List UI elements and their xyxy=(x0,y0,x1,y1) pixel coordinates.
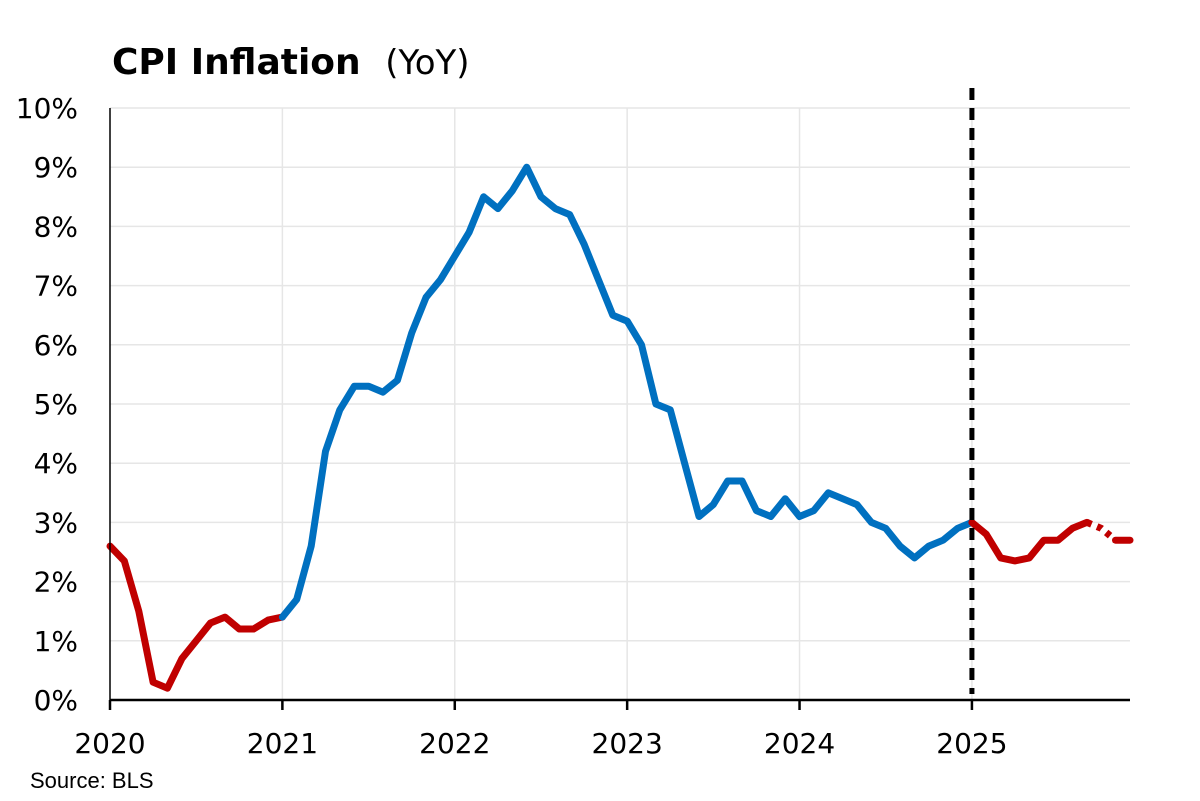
chart-title: CPI Inflation (YoY) xyxy=(112,42,470,83)
y-tick-label: 5% xyxy=(34,388,78,421)
y-tick-label: 6% xyxy=(34,329,78,362)
y-tick-label: 7% xyxy=(34,270,78,303)
series-segment-dotted xyxy=(1085,519,1118,543)
x-tick-label: 2020 xyxy=(74,727,145,760)
x-tick-labels: 2020 2021 2022 2023 2024 2025 xyxy=(74,727,1007,760)
y-tick-label: 8% xyxy=(34,210,78,243)
grid-lines xyxy=(110,107,1130,700)
y-tick-label: 9% xyxy=(34,151,78,184)
series-segment xyxy=(968,518,1091,565)
chart-subtitle: (YoY) xyxy=(385,43,469,83)
y-tick-label: 10% xyxy=(16,92,78,125)
y-tick-label: 1% xyxy=(34,625,78,658)
series-layer xyxy=(106,163,1134,692)
y-tick-label: 3% xyxy=(34,506,78,539)
y-tick-label: 4% xyxy=(34,447,78,480)
series-segment xyxy=(278,163,976,621)
axes xyxy=(108,108,1130,710)
x-tick-label: 2022 xyxy=(419,727,490,760)
y-tick-labels: 0% 1% 2% 3% 4% 5% 6% 7% 8% 9% 10% xyxy=(16,92,78,717)
x-tick-label: 2021 xyxy=(247,727,318,760)
x-tick-label: 2024 xyxy=(764,727,835,760)
chart-title-main: CPI Inflation xyxy=(112,42,361,83)
series-segment xyxy=(106,542,286,692)
y-tick-label: 0% xyxy=(34,684,78,717)
x-tick-label: 2023 xyxy=(592,727,663,760)
x-tick-label: 2025 xyxy=(936,727,1007,760)
y-tick-label: 2% xyxy=(34,566,78,599)
source-note: Source: BLS xyxy=(30,768,154,793)
